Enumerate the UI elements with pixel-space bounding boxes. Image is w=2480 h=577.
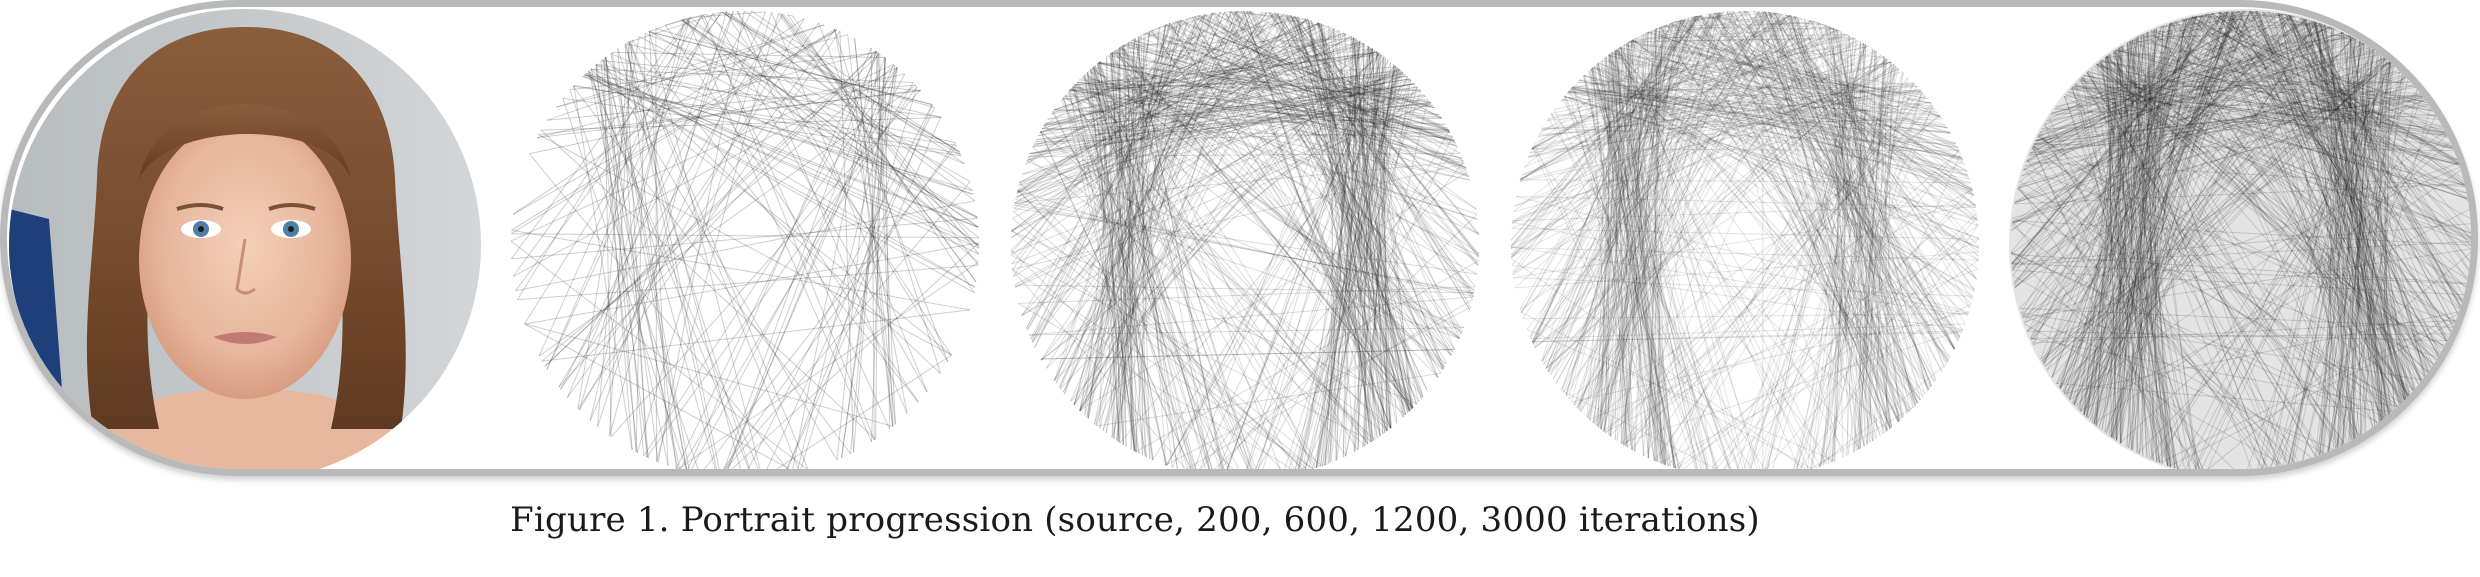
canvas-background xyxy=(1009,9,1481,469)
thread-lines xyxy=(2010,10,2471,469)
string-art-600-iterations xyxy=(1009,9,1481,469)
figure-strip xyxy=(0,0,2478,476)
canvas-background xyxy=(2009,9,2471,469)
thread-lines xyxy=(1510,10,1980,469)
canvas-background xyxy=(1509,9,1981,469)
figure-caption: Figure 1. Portrait progression (source, … xyxy=(510,500,1760,540)
canvas-background xyxy=(509,9,981,469)
string-art-3000-iterations xyxy=(2009,9,2471,469)
source-portrait-image xyxy=(9,9,481,469)
string-art-200-iterations xyxy=(509,9,981,469)
thread-lines xyxy=(1010,10,1480,469)
string-art-1200-iterations xyxy=(1509,9,1981,469)
thread-lines xyxy=(510,10,980,469)
